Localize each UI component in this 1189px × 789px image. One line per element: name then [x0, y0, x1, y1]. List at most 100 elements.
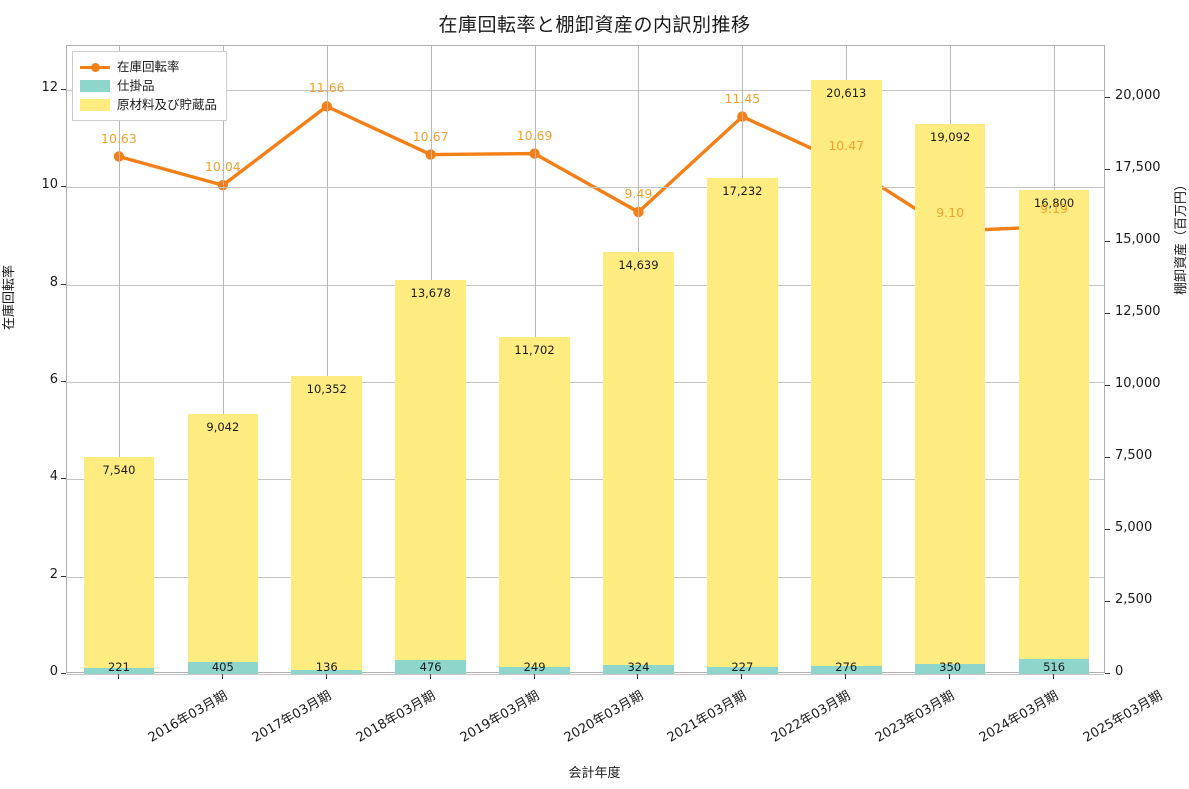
bar-segment-wip[interactable] — [499, 666, 570, 674]
x-axis-tick-label: 2017年03月期 — [249, 688, 334, 746]
stacked-bar[interactable] — [1018, 190, 1090, 674]
right-axis-tick-mark — [1105, 168, 1110, 170]
line-marker[interactable] — [529, 148, 540, 159]
bar-wip-label: 249 — [523, 660, 546, 674]
left-axis-tick-mark — [61, 186, 66, 188]
x-axis-tick-label: 2016年03月期 — [145, 688, 231, 746]
x-axis-tick-mark — [949, 674, 951, 679]
bar-segment-wip[interactable] — [810, 666, 882, 674]
bar-segment-raw-materials[interactable] — [83, 456, 155, 668]
right-axis-tick-mark — [1105, 312, 1110, 314]
x-axis-tick-mark — [325, 674, 327, 679]
bar-wip-label: 516 — [1043, 660, 1066, 674]
line-point-label: 11.45 — [724, 90, 761, 106]
line-marker[interactable] — [321, 101, 332, 112]
right-axis-tick-label: 5,000 — [1115, 519, 1153, 535]
bar-segment-wip[interactable] — [187, 662, 259, 674]
gridline-vertical — [223, 46, 224, 672]
gridline-horizontal — [67, 576, 1104, 578]
line-point-label: 10.47 — [828, 138, 865, 154]
bar-wip-label: 276 — [835, 660, 858, 674]
plot-area: 7,540 221 9,042 405 10,352 136 13,678 476 11,702… — [66, 45, 1105, 675]
bar-segment-wip[interactable] — [914, 663, 986, 674]
stacked-bar[interactable] — [914, 124, 986, 674]
bar-segment-raw-materials[interactable] — [1018, 190, 1090, 660]
bar-segment-raw-materials[interactable] — [707, 177, 778, 668]
bar-total-label: 16,800 — [1033, 196, 1075, 211]
bar-segment-raw-materials[interactable] — [914, 124, 986, 664]
bar-segment-wip[interactable] — [1018, 659, 1090, 674]
bar-segment-wip[interactable] — [707, 667, 778, 674]
x-axis-tick-mark — [1053, 674, 1055, 679]
stacked-bar[interactable] — [187, 413, 259, 674]
line-point-label: 9.19 — [1040, 200, 1068, 216]
line-swatch-icon — [80, 61, 110, 73]
legend-label-0: 在庫回転率 — [117, 59, 180, 74]
left-axis-tick-label: 2 — [49, 566, 58, 582]
right-axis-tick-mark — [1105, 528, 1110, 530]
x-axis-tick-mark — [845, 674, 847, 679]
line-marker[interactable] — [425, 149, 436, 160]
right-axis-tick-mark — [1105, 673, 1110, 674]
line-marker[interactable] — [113, 151, 125, 162]
bar-segment-wip[interactable] — [603, 664, 674, 674]
stacked-bar[interactable] — [83, 456, 155, 674]
bar-segment-wip[interactable] — [291, 670, 363, 674]
left-axis-tick-mark — [61, 283, 66, 285]
bar-segment-raw-materials[interactable] — [187, 413, 259, 663]
right-axis-tick-label: 17,500 — [1115, 159, 1161, 175]
gridline-horizontal — [67, 187, 1104, 189]
left-axis-tick-label: 4 — [49, 469, 58, 485]
x-axis-tick-label: 2018年03月期 — [353, 688, 438, 746]
stacked-bar[interactable] — [291, 375, 363, 674]
right-axis-tick-label: 7,500 — [1115, 447, 1153, 463]
x-axis-tick-label: 2025年03月期 — [1080, 688, 1166, 746]
x-axis-tick-mark — [741, 674, 743, 679]
gridline-horizontal — [67, 381, 1104, 383]
right-axis-tick-label: 0 — [1115, 664, 1124, 679]
bar-wip-label: 136 — [315, 660, 338, 674]
gridline-horizontal — [67, 479, 1104, 481]
bar-wip-label: 350 — [939, 660, 962, 674]
bar-segment-raw-materials[interactable] — [499, 336, 570, 667]
bar-segment-wip[interactable] — [395, 660, 466, 674]
bar-wip-label: 405 — [211, 660, 234, 674]
bar-segment-raw-materials[interactable] — [291, 375, 363, 671]
stacked-bar[interactable] — [810, 80, 882, 674]
left-axis-tick-label: 10 — [41, 177, 58, 193]
line-point-label: 11.66 — [308, 80, 345, 96]
stacked-bar[interactable] — [395, 279, 466, 674]
x-axis-tick-label: 2022年03月期 — [769, 688, 854, 746]
left-axis-tick-label: 0 — [49, 664, 58, 679]
gridline-horizontal — [67, 674, 1104, 675]
bar-segment-raw-materials[interactable] — [603, 252, 674, 665]
bar-segment-wip[interactable] — [83, 667, 155, 674]
left-axis-tick-mark — [61, 380, 66, 382]
x-axis-tick-mark — [429, 674, 431, 679]
legend-label-1: 仕掛品 — [117, 78, 155, 93]
line-path — [117, 104, 1056, 233]
x-axis-tick-mark — [221, 674, 223, 679]
legend-item-raw-materials: 原材料及び貯蔵品 — [80, 95, 217, 114]
color-swatch-icon — [80, 79, 110, 92]
left-axis-tick-mark — [61, 88, 66, 90]
bar-total-label: 17,232 — [722, 183, 763, 198]
gridline-vertical — [119, 46, 120, 672]
legend-item-wip: 仕掛品 — [80, 76, 217, 95]
line-point-label: 10.63 — [101, 130, 137, 146]
bar-segment-raw-materials[interactable] — [810, 80, 882, 667]
bar-total-label: 11,702 — [514, 342, 555, 357]
x-axis-tick-mark — [637, 674, 639, 679]
color-swatch-icon — [80, 98, 110, 111]
line-point-label: 9.10 — [936, 204, 965, 220]
bar-total-label: 10,352 — [306, 381, 347, 396]
x-axis-tick-label: 2020年03月期 — [561, 688, 646, 746]
stacked-bar[interactable] — [603, 252, 674, 674]
bar-segment-raw-materials[interactable] — [395, 279, 466, 661]
stacked-bar[interactable] — [499, 336, 570, 674]
bar-wip-label: 227 — [731, 660, 754, 674]
left-axis-tick-label: 12 — [41, 79, 58, 95]
left-axis-tick-label: 8 — [49, 274, 58, 290]
stacked-bar[interactable] — [707, 177, 778, 674]
